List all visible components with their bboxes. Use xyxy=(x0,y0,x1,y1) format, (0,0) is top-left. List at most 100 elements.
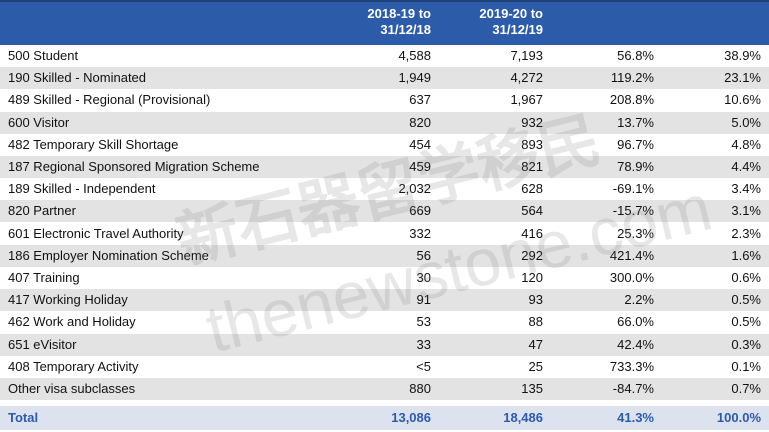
cell-value: 0.5% xyxy=(731,314,761,330)
cell-value: 820 xyxy=(409,114,431,130)
cell-value: 78.9% xyxy=(617,159,654,174)
cell-value: 53 xyxy=(416,314,431,330)
cell-value: 38.9% xyxy=(724,48,761,63)
cell-value: 13,086 xyxy=(391,410,431,425)
header-line: 2019-20 to xyxy=(479,6,543,21)
cell-value: 13.7% xyxy=(617,114,654,130)
cell-value: 3.4% xyxy=(731,181,761,197)
cell-value: 25 xyxy=(528,358,543,374)
cell-value: 1,967 xyxy=(510,92,543,108)
header-line: 31/12/19 xyxy=(492,22,543,37)
column-header: 2018-19 to 31/12/18 xyxy=(331,6,431,38)
cell-value: 93 xyxy=(528,292,543,308)
table-row: 651 eVisitor 33 47 42.4% 0.3% xyxy=(0,333,769,356)
cell-value: 135 xyxy=(521,381,543,396)
cell-value: 1.6% xyxy=(731,247,761,263)
cell-value: 893 xyxy=(521,136,543,152)
cell-value: 4.4% xyxy=(731,159,761,174)
row-label: 500 Student xyxy=(8,48,79,63)
cell-value: 25.3% xyxy=(617,225,654,241)
table-row: 407 Training 30 120 300.0% 0.6% xyxy=(0,267,769,289)
cell-value: 421.4% xyxy=(609,247,654,263)
row-label: Other visa subclasses xyxy=(8,381,136,396)
cell-value: 0.5% xyxy=(731,292,761,308)
table-row: 186 Employer Nomination Scheme 56 292 421.4… xyxy=(0,244,769,267)
cell-value: 88 xyxy=(528,314,543,330)
cell-value: 3.1% xyxy=(731,203,761,219)
cell-value: 96.7% xyxy=(617,136,654,152)
cell-value: 292 xyxy=(521,247,543,263)
row-label: 417 Working Holiday xyxy=(8,292,128,308)
cell-value: 628 xyxy=(521,181,543,197)
cell-value: 0.7% xyxy=(731,381,761,396)
cell-value: 564 xyxy=(521,203,543,219)
cell-value: 459 xyxy=(409,159,431,174)
cell-value: 454 xyxy=(409,136,431,152)
cell-value: 932 xyxy=(521,114,543,130)
cell-value: 332 xyxy=(409,225,431,241)
row-label: Total xyxy=(8,410,39,425)
cell-value: 4.8% xyxy=(731,136,761,152)
row-label: 482 Temporary Skill Shortage xyxy=(8,136,179,152)
cell-value: 2,032 xyxy=(398,181,431,197)
cell-value: 0.1% xyxy=(731,358,761,374)
row-label: 820 Partner xyxy=(8,203,76,219)
cell-value: -69.1% xyxy=(612,181,654,197)
cell-value: 42.4% xyxy=(617,336,654,352)
table-row: Total 13,086 18,486 41.3% 100.0% xyxy=(0,406,769,430)
cell-value: 91 xyxy=(416,292,431,308)
header-bar xyxy=(0,0,769,45)
table-row: 189 Skilled - Independent 2,032 628 -69.1% 3… xyxy=(0,178,769,200)
cell-value: -15.7% xyxy=(612,203,654,219)
row-label: 462 Work and Holiday xyxy=(8,314,136,330)
cell-value: 18,486 xyxy=(503,410,543,425)
row-label: 408 Temporary Activity xyxy=(8,358,139,374)
cell-value: 23.1% xyxy=(724,70,761,86)
cell-value: 66.0% xyxy=(617,314,654,330)
table-row: 190 Skilled - Nominated 1,949 4,272 119.2% 2… xyxy=(0,67,769,90)
row-label: 651 eVisitor xyxy=(8,336,77,352)
cell-value: 637 xyxy=(409,92,431,108)
cell-value: 5.0% xyxy=(731,114,761,130)
cell-value: 119.2% xyxy=(610,70,654,86)
cell-value: 33 xyxy=(416,336,431,352)
cell-value: <5 xyxy=(416,358,431,374)
cell-value: 100.0% xyxy=(716,410,761,425)
table-row: Other visa subclasses 880 135 -84.7% 0.7% xyxy=(0,378,769,400)
cell-value: 56.8% xyxy=(617,48,654,63)
cell-value: 733.3% xyxy=(609,358,654,374)
table-row: 820 Partner 669 564 -15.7% 3.1% xyxy=(0,200,769,223)
column-header: 2019-20 to 31/12/19 xyxy=(473,6,543,38)
row-label: 189 Skilled - Independent xyxy=(8,181,156,197)
table-row: 601 Electronic Travel Authority 332 416 25.… xyxy=(0,223,769,245)
cell-value: 56 xyxy=(416,247,431,263)
table-row: 187 Regional Sponsored Migration Scheme 4… xyxy=(0,156,769,178)
cell-value: 47 xyxy=(528,336,543,352)
cell-value: 4,272 xyxy=(510,70,543,86)
cell-value: 2.3% xyxy=(731,225,761,241)
table-row: 462 Work and Holiday 53 88 66.0% 0.5% xyxy=(0,311,769,333)
header-line: 2018-19 to xyxy=(367,6,431,21)
table-row: 417 Working Holiday 91 93 2.2% 0.5% xyxy=(0,289,769,312)
table-row: 482 Temporary Skill Shortage 454 893 96.7% 4… xyxy=(0,134,769,156)
row-label: 601 Electronic Travel Authority xyxy=(8,225,184,241)
row-label: 600 Visitor xyxy=(8,114,70,130)
row-label: 407 Training xyxy=(8,270,80,285)
cell-value: 7,193 xyxy=(510,48,543,63)
cell-value: -84.7% xyxy=(612,381,654,396)
cell-value: 0.3% xyxy=(731,336,761,352)
table-row: 408 Temporary Activity <5 25 733.3% 0.1% xyxy=(0,356,769,378)
table-row: 500 Student 4,588 7,193 56.8% 38.9% xyxy=(0,45,769,67)
cell-value: 30 xyxy=(416,270,431,285)
cell-value: 300.0% xyxy=(609,270,654,285)
table-row: 489 Skilled - Regional (Provisional) 637 1… xyxy=(0,89,769,111)
row-label: 489 Skilled - Regional (Provisional) xyxy=(8,92,211,108)
table-row: 600 Visitor 820 932 13.7% 5.0% xyxy=(0,111,769,134)
cell-value: 10.6% xyxy=(724,92,761,108)
row-label: 187 Regional Sponsored Migration Scheme xyxy=(8,159,260,174)
row-label: 190 Skilled - Nominated xyxy=(8,70,147,86)
cell-value: 0.6% xyxy=(731,270,761,285)
cell-value: 880 xyxy=(409,381,431,396)
cell-value: 669 xyxy=(409,203,431,219)
